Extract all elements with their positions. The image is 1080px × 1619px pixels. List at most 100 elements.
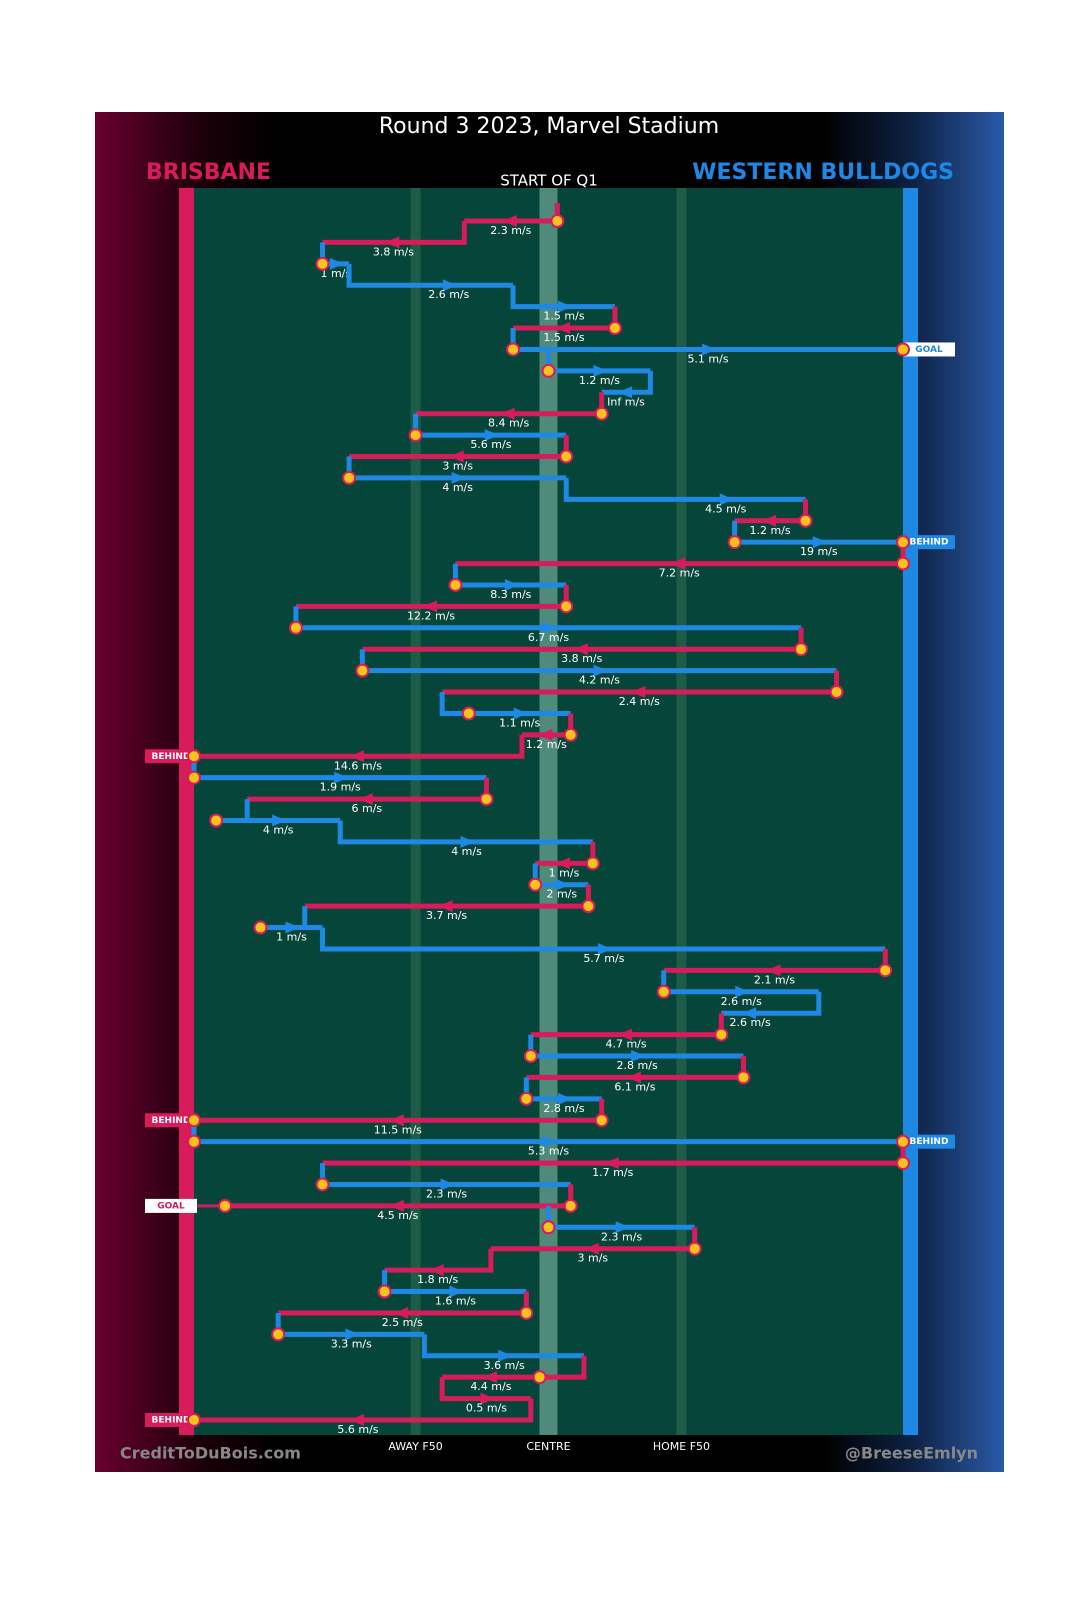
possession (601, 370, 653, 395)
arrow (631, 686, 646, 699)
team-name: WESTERN BULLDOGS (692, 160, 954, 185)
arrow (618, 386, 633, 399)
arrow (742, 1007, 757, 1020)
ball (878, 963, 893, 978)
arrow (719, 493, 734, 506)
arrow (584, 1242, 599, 1255)
arrow (735, 985, 750, 998)
speed-label: 2.6 m/s (730, 1016, 771, 1029)
result-box (145, 749, 197, 764)
speed-label: 1.1 m/s (499, 716, 540, 729)
arrow (334, 771, 349, 784)
arrow (329, 257, 344, 270)
arrow (593, 664, 608, 677)
arrow (438, 900, 453, 913)
credit: @BreeseEmlyn (845, 1444, 978, 1463)
speed-label: 4 m/s (263, 824, 294, 837)
possession (337, 820, 593, 845)
ball (594, 1113, 609, 1128)
ball (563, 727, 578, 742)
ball (315, 256, 330, 271)
speed-label: 12.2 m/s (407, 609, 455, 622)
speed-label: 1.5 m/s (543, 331, 584, 344)
speed-label: 8.4 m/s (488, 417, 529, 430)
ball (594, 406, 609, 421)
speed-label: 3.7 m/s (426, 909, 467, 922)
ball (187, 749, 201, 764)
result-label: BEHIND (152, 1416, 191, 1426)
possession (384, 1248, 494, 1273)
ball (519, 1305, 534, 1320)
ball (550, 214, 565, 228)
ball (342, 470, 357, 485)
ball (736, 1070, 751, 1085)
possession (194, 734, 525, 759)
speed-label: 3.8 m/s (561, 652, 602, 665)
x-tick-label: CENTRE (526, 1440, 570, 1453)
ball (187, 1413, 201, 1427)
arrow (460, 835, 475, 848)
ball (479, 792, 494, 807)
speed-label: 3 m/s (577, 1252, 608, 1265)
ball (253, 920, 268, 935)
arrow (542, 1135, 557, 1148)
field-lines: AWAY F50 CENTRE HOME F50 (388, 188, 710, 1453)
speed-label: 2.1 m/s (754, 973, 795, 986)
arrow (504, 578, 519, 591)
speed-label: 1.2 m/s (526, 738, 567, 751)
arrow (604, 1157, 619, 1170)
arrow (558, 1092, 573, 1105)
speed-label: 2.6 m/s (428, 288, 469, 301)
result-label: BEHIND (910, 538, 949, 548)
arrow (555, 878, 570, 891)
arrow (429, 1264, 444, 1277)
ball (896, 1156, 910, 1171)
arrow (442, 279, 457, 292)
x-tick-label: AWAY F50 (388, 1440, 442, 1453)
arrow (556, 857, 571, 870)
possession (510, 285, 615, 310)
ball (523, 1049, 538, 1064)
speed-label: 2.4 m/s (619, 695, 660, 708)
arrow (593, 364, 608, 377)
speed-label: 1.7 m/s (592, 1166, 633, 1179)
ball (829, 685, 844, 700)
arrow (538, 728, 553, 741)
speed-label: 8.3 m/s (490, 588, 531, 601)
ball (714, 1027, 729, 1042)
ball (506, 342, 521, 357)
arrow (440, 1178, 455, 1191)
speed-label: 6.1 m/s (614, 1080, 655, 1093)
speed-label: 2.3 m/s (490, 224, 531, 237)
speed-label: 2.8 m/s (543, 1102, 584, 1115)
ball (727, 535, 742, 550)
speed-label: 5.3 m/s (528, 1145, 569, 1158)
speed-label: 4.2 m/s (579, 674, 620, 687)
speed-label: 2.6 m/s (721, 995, 762, 1008)
speed-label: 4 m/s (451, 845, 482, 858)
ball (607, 321, 622, 336)
result-box (903, 342, 955, 357)
arrow (556, 322, 571, 335)
ball (559, 449, 574, 464)
field-line (539, 188, 558, 1435)
arrow (389, 1114, 404, 1127)
speed-label: 3.8 m/s (373, 245, 414, 258)
speed-label: 2.3 m/s (426, 1187, 467, 1200)
ball (896, 342, 910, 357)
speed-label: 1.9 m/s (320, 781, 361, 794)
speed-label: 0.5 m/s (466, 1402, 507, 1415)
team-name: BRISBANE (146, 160, 271, 185)
result-box (903, 535, 955, 550)
arrow (449, 450, 464, 463)
speed-label: 5.6 m/s (470, 438, 511, 451)
arrow (702, 343, 717, 356)
ball (355, 663, 370, 678)
credit: CreditToDuBois.com (120, 1444, 301, 1463)
arrow (358, 793, 373, 806)
ball (408, 428, 423, 443)
ball (541, 1220, 556, 1235)
ball (187, 1113, 201, 1128)
result-box (903, 1134, 955, 1149)
